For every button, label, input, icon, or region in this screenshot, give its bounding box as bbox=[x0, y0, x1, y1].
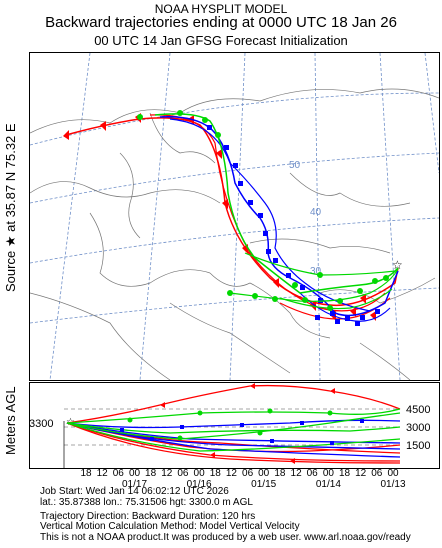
time-tick-label: 18 bbox=[339, 468, 351, 479]
time-tick-label: 00 bbox=[129, 468, 141, 479]
trajectories-green bbox=[137, 110, 399, 311]
source-at: at bbox=[3, 221, 18, 232]
lat-label-50: 50 bbox=[289, 160, 301, 171]
source-prefix: Source bbox=[3, 250, 18, 292]
right-tick-3000: 3000 bbox=[406, 422, 430, 434]
lat-label-40: 40 bbox=[310, 207, 322, 218]
map-svg: 50 40 30 bbox=[29, 52, 440, 381]
time-tick-label: 06 bbox=[242, 468, 254, 479]
time-tick-label: 12 bbox=[97, 468, 109, 479]
source-lat: 35.87 N bbox=[3, 171, 18, 218]
time-tick-label: 06 bbox=[113, 468, 125, 479]
coastlines bbox=[29, 88, 440, 381]
source-lon: 75.32 E bbox=[3, 123, 18, 169]
date-tick-label: 01/15 bbox=[251, 479, 276, 488]
source-height-label: 3300 bbox=[30, 418, 53, 430]
time-axis: 18 12 06 00 18 12 06 00 18 12 06 00 18 12 06 00 18 12 06 00… bbox=[80, 468, 406, 488]
forecast-init-title: 00 UTC 14 Jan GFSG Forecast Initializati… bbox=[94, 33, 348, 48]
job-location: lat.: 35.87388 lon.: 75.31506 hgt: 3300.… bbox=[40, 496, 253, 508]
right-tick-1500: 1500 bbox=[406, 440, 430, 452]
disclaimer: This is not a NOAA product.It was produc… bbox=[40, 532, 411, 544]
time-tick-label: 12 bbox=[161, 468, 173, 479]
trajectory-direction: Trajectory Direction: Backward Duration:… bbox=[40, 510, 256, 522]
time-tick-label: 00 bbox=[387, 468, 399, 479]
time-tick-label: 12 bbox=[291, 468, 303, 479]
profile-green-markers bbox=[127, 408, 333, 441]
job-info-footer: Job Start: Wed Jan 14 06:02:12 UTC 2026 … bbox=[40, 486, 438, 544]
trajectories-blue bbox=[159, 116, 399, 326]
model-title: NOAA HYSPLIT MODEL bbox=[154, 2, 288, 16]
graticule bbox=[29, 52, 440, 381]
lat-label-30: 30 bbox=[310, 266, 322, 277]
trajectory-map: 50 40 30 bbox=[29, 52, 440, 381]
time-tick-label: 06 bbox=[371, 468, 383, 479]
profile-svg: ☆ bbox=[29, 383, 430, 468]
time-tick-label: 18 bbox=[210, 468, 222, 479]
profile-blue bbox=[66, 419, 401, 458]
time-tick-label: 18 bbox=[80, 468, 92, 479]
profile-red bbox=[66, 384, 401, 464]
profile-ylabel: Meters AGL bbox=[3, 386, 18, 455]
time-tick-label: 18 bbox=[145, 468, 157, 479]
source-star-icon: ☆ bbox=[392, 258, 403, 272]
date-tick-label: 01/16 bbox=[187, 479, 212, 488]
time-tick-label: 06 bbox=[307, 468, 319, 479]
source-label: Source ★ at 35.87 N 75.32 E bbox=[3, 123, 19, 292]
time-tick-label: 18 bbox=[274, 468, 286, 479]
profile-red-markers bbox=[160, 383, 335, 464]
height-profile: ☆ bbox=[29, 382, 440, 469]
trajectories-red bbox=[63, 113, 399, 321]
time-tick-label: 00 bbox=[194, 468, 206, 479]
trajectory-title: Backward trajectories ending at 0000 UTC… bbox=[45, 14, 397, 31]
profile-green bbox=[66, 408, 401, 452]
profile-blue-markers bbox=[120, 419, 364, 445]
time-tick-label: 12 bbox=[355, 468, 367, 479]
date-tick-label: 01/17 bbox=[122, 479, 147, 488]
time-tick-label: 12 bbox=[226, 468, 238, 479]
time-tick-label: 06 bbox=[177, 468, 189, 479]
date-tick-label: 01/13 bbox=[380, 479, 405, 488]
date-tick-label: 01/14 bbox=[316, 479, 341, 488]
vertical-motion: Vertical Motion Calculation Method: Mode… bbox=[40, 521, 300, 533]
source-star-icon: ★ bbox=[3, 235, 18, 248]
time-tick-label: 00 bbox=[258, 468, 270, 479]
time-tick-label: 00 bbox=[323, 468, 335, 479]
job-start: Job Start: Wed Jan 14 06:02:12 UTC 2026 bbox=[40, 486, 229, 497]
right-tick-4500: 4500 bbox=[406, 404, 430, 416]
